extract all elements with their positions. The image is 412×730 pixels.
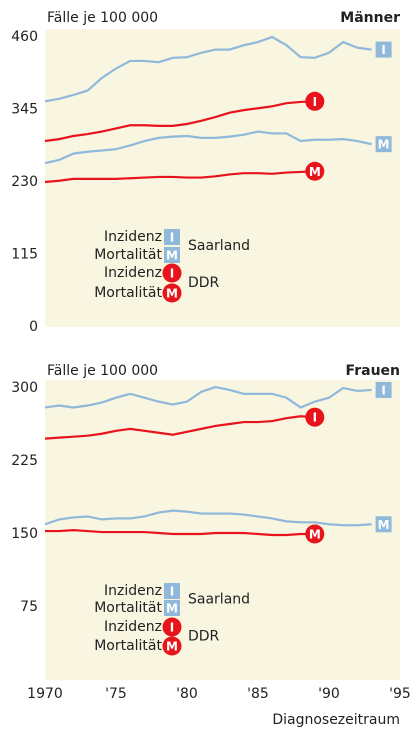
badge-circle [305,407,325,427]
line [44,170,315,184]
badge-square [375,136,392,153]
line [44,100,315,143]
line [44,385,372,409]
badge-letter: M [378,138,390,152]
y-tick-label: 115 [11,247,38,263]
badge-letter: M [309,165,321,179]
badge-circle [162,636,182,656]
legend-group: Saarland [188,592,250,608]
badge-square [375,41,392,58]
badge-square [375,516,392,533]
legend-label: Inzidenz [104,619,162,635]
y-tick-label: 230 [11,174,38,190]
legend-group: DDR [188,629,220,645]
badge-letter: M [378,518,390,532]
badge-circle [305,524,325,544]
badge-letter: I [170,621,174,635]
badge-letter: I [381,43,385,57]
badge-circle [162,617,182,637]
legend-label: Mortalität [94,285,162,301]
badge-letter: I [381,383,385,397]
legend-group: DDR [188,275,220,291]
badge-letter: I [313,95,317,109]
legend-label: Inzidenz [104,583,162,599]
badge-letter: M [309,528,321,542]
line [44,415,315,440]
badge-letter: M [166,640,178,654]
legend-group: Saarland [188,238,250,254]
y-tick-label: 300 [11,380,38,396]
y-tick-label: 345 [11,102,38,118]
badge-square [164,583,180,599]
y-tick-label: 150 [11,526,38,542]
line [45,529,315,537]
x-tick-label: '75 [105,686,127,702]
badge-circle [162,283,182,303]
y-tick-label: 75 [20,599,38,615]
x-tick-label: '95 [389,686,411,702]
badge-letter: M [166,249,178,263]
badge-square [375,381,392,398]
badge-letter: M [166,287,178,301]
badge-circle [305,161,325,181]
badge-square [164,600,180,616]
x-tick-label: '85 [247,686,269,702]
y-tick-label: 225 [11,453,38,469]
legend-label: Inzidenz [104,229,162,245]
y-axis-label: Fälle je 100 000 [47,10,158,26]
legend-label: Inzidenz [104,265,162,281]
plot-bg [45,380,400,680]
x-tick-label: '90 [318,686,340,702]
line [44,130,372,165]
badge-letter: I [170,267,174,281]
badge-letter: I [170,585,174,599]
legend-label: Mortalität [94,600,162,616]
legend-label: Mortalität [94,247,162,263]
y-tick-label: 460 [11,29,38,45]
badge-circle [305,91,325,111]
line [44,35,372,103]
badge-square [164,229,180,245]
legend-label: Mortalität [94,638,162,654]
y-axis-label: Fälle je 100 000 [47,363,158,379]
x-axis-label: Diagnosezeitraum [272,712,400,728]
x-tick-label: 1970 [27,686,63,702]
badge-letter: M [166,602,178,616]
badge-letter: I [313,411,317,425]
panel-title: Männer [340,10,400,26]
x-tick-label: '80 [176,686,198,702]
badge-letter: I [170,231,174,245]
panel-title: Frauen [346,363,400,379]
badge-square [164,247,180,263]
line [44,509,372,527]
y-tick-label: 0 [29,319,38,335]
badge-circle [162,263,182,283]
